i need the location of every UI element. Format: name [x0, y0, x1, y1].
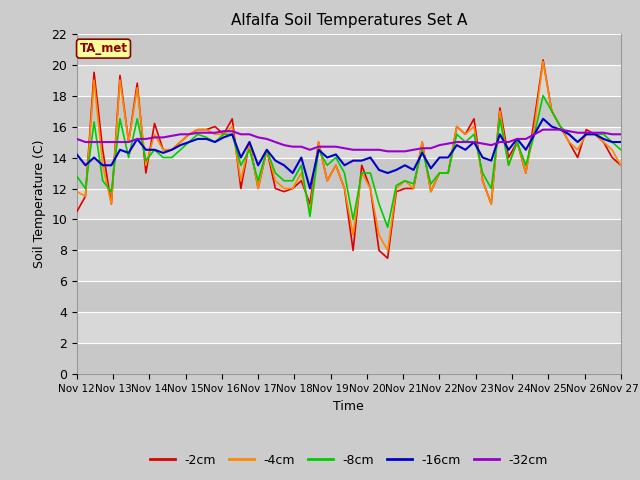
Y-axis label: Soil Temperature (C): Soil Temperature (C) [33, 140, 45, 268]
Text: TA_met: TA_met [79, 42, 127, 55]
Bar [77, 157, 621, 189]
Bar [77, 251, 621, 281]
X-axis label: Time: Time [333, 400, 364, 413]
Bar [77, 127, 621, 157]
Bar [77, 281, 621, 312]
Bar [77, 312, 621, 343]
Legend: -2cm, -4cm, -8cm, -16cm, -32cm: -2cm, -4cm, -8cm, -16cm, -32cm [145, 449, 553, 472]
Bar [77, 343, 621, 374]
Bar [77, 65, 621, 96]
Bar [77, 96, 621, 127]
Title: Alfalfa Soil Temperatures Set A: Alfalfa Soil Temperatures Set A [230, 13, 467, 28]
Bar [77, 34, 621, 65]
Bar [77, 219, 621, 251]
Bar [77, 189, 621, 219]
